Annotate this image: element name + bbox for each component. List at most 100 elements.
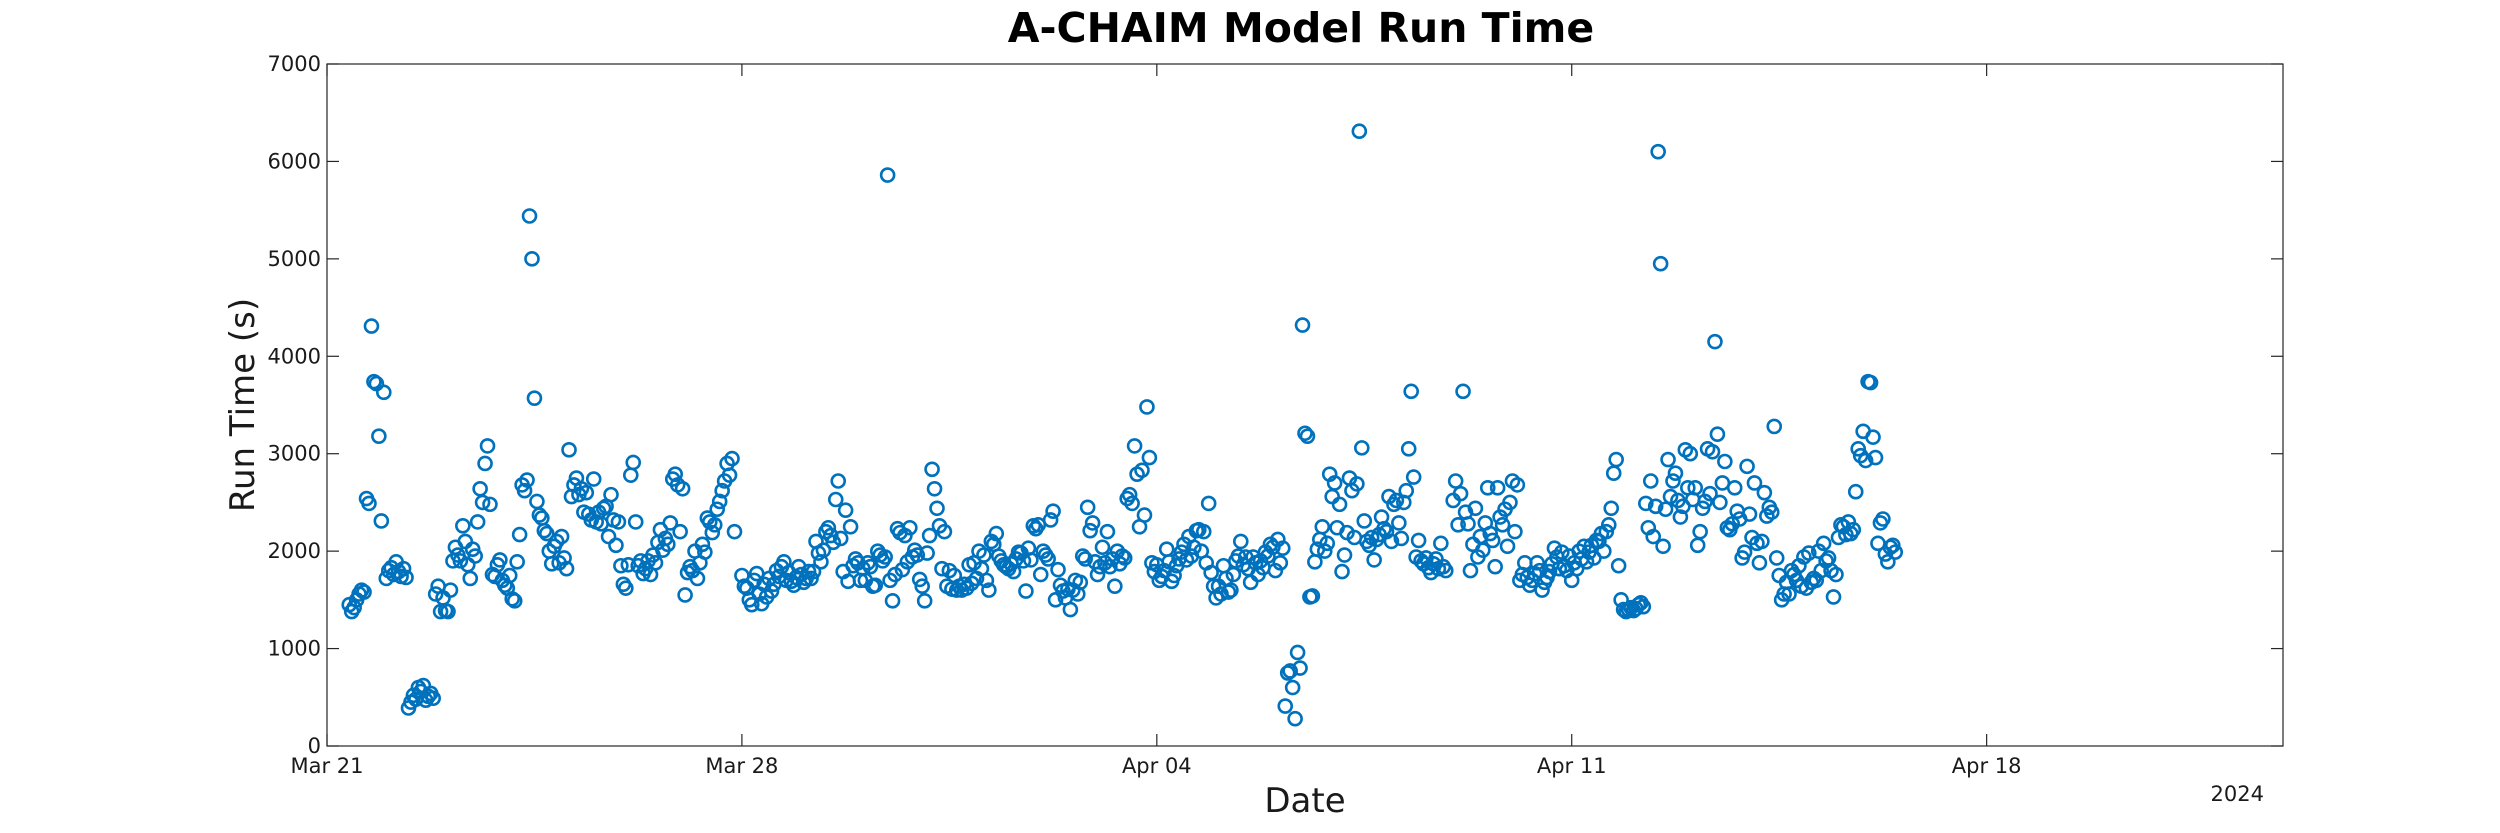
data-point: [474, 494, 491, 511]
data-point: [1717, 453, 1733, 470]
data-point: [1741, 506, 1758, 522]
data-point: [516, 482, 533, 499]
data-point: [1094, 539, 1111, 556]
data-point: [1857, 452, 1874, 469]
data-point: [662, 515, 679, 531]
data-point: [504, 591, 521, 607]
data-point: [524, 251, 540, 267]
data-point: [464, 541, 481, 557]
data-point: [506, 593, 523, 609]
data-point: [1852, 447, 1869, 464]
data-point: [1126, 438, 1143, 454]
data-point: [603, 486, 619, 503]
data-point: [919, 545, 935, 561]
data-point: [976, 547, 992, 563]
data-point: [1433, 535, 1449, 552]
data-point: [467, 548, 483, 564]
data-point: [936, 523, 953, 540]
data-point: [1682, 445, 1699, 462]
data-point: [618, 580, 634, 596]
data-point: [595, 500, 612, 517]
data-point: [440, 603, 456, 620]
data-point: [1452, 485, 1469, 502]
data-point: [1124, 495, 1140, 512]
x-tick-label: Apr 18: [1952, 754, 2022, 778]
data-point: [1277, 698, 1294, 714]
data-point: [1645, 528, 1662, 545]
data-point: [1334, 563, 1350, 580]
data-point: [1292, 660, 1308, 676]
y-tick-label: 6000: [268, 149, 321, 173]
data-point: [539, 525, 555, 542]
data-point: [1850, 441, 1867, 457]
data-point: [1475, 542, 1491, 558]
data-point: [1746, 475, 1763, 491]
data-point: [1356, 513, 1373, 529]
data-point: [1015, 553, 1032, 569]
data-point: [963, 575, 980, 592]
data-point: [1754, 533, 1770, 550]
data-point: [921, 527, 938, 544]
data-point: [1050, 561, 1066, 578]
data-point: [1265, 539, 1281, 556]
data-point: [1161, 554, 1177, 570]
data-point: [1195, 523, 1212, 540]
data-point: [1487, 558, 1503, 575]
data-point: [877, 549, 893, 565]
data-point: [1166, 567, 1182, 584]
data-point: [647, 555, 664, 571]
data-point: [1114, 548, 1131, 564]
data-point: [536, 522, 553, 539]
data-point: [627, 514, 644, 530]
data-point: [613, 557, 629, 574]
data-point: [1403, 383, 1419, 400]
data-point: [492, 552, 508, 568]
data-point: [1381, 488, 1397, 505]
data-point: [1272, 555, 1289, 571]
data-point: [867, 577, 884, 594]
data-point: [1492, 509, 1508, 525]
data-point: [1875, 511, 1891, 527]
x-tick-label: Apr 11: [1537, 754, 1607, 778]
data-point: [1479, 480, 1496, 496]
data-point: [1578, 554, 1595, 570]
data-point: [578, 484, 595, 501]
data-point: [1462, 562, 1479, 579]
data-point: [501, 567, 518, 584]
data-point: [1072, 574, 1089, 591]
data-point: [427, 586, 444, 602]
data-point: [1546, 540, 1563, 557]
data-point: [1660, 451, 1676, 468]
data-point: [1023, 552, 1039, 568]
data-point: [1084, 515, 1101, 531]
data-point: [1887, 544, 1904, 560]
data-point: [1232, 533, 1249, 550]
data-point: [1045, 503, 1061, 519]
data-point: [830, 473, 847, 489]
plot-area: [326, 63, 2284, 747]
data-point: [373, 513, 390, 529]
data-point: [674, 480, 691, 497]
data-point: [1862, 374, 1879, 391]
data-point: [672, 523, 688, 540]
y-tick-label: 1000: [268, 637, 321, 661]
data-point: [1314, 518, 1331, 535]
y-tick-label: 7000: [268, 52, 321, 76]
data-point: [548, 533, 565, 550]
data-point: [556, 550, 572, 566]
data-point: [1635, 598, 1652, 615]
data-point: [1299, 428, 1316, 444]
data-point: [926, 480, 943, 497]
data-point: [837, 502, 854, 519]
data-point: [361, 495, 377, 512]
data-point: [366, 373, 382, 390]
data-point: [477, 455, 493, 472]
data-point: [479, 438, 496, 454]
data-point: [884, 593, 901, 609]
data-point: [1608, 451, 1624, 468]
data-point: [353, 582, 370, 598]
data-point: [1596, 543, 1612, 559]
data-point: [697, 544, 713, 560]
data-point: [1655, 538, 1671, 555]
data-point: [1351, 123, 1368, 140]
